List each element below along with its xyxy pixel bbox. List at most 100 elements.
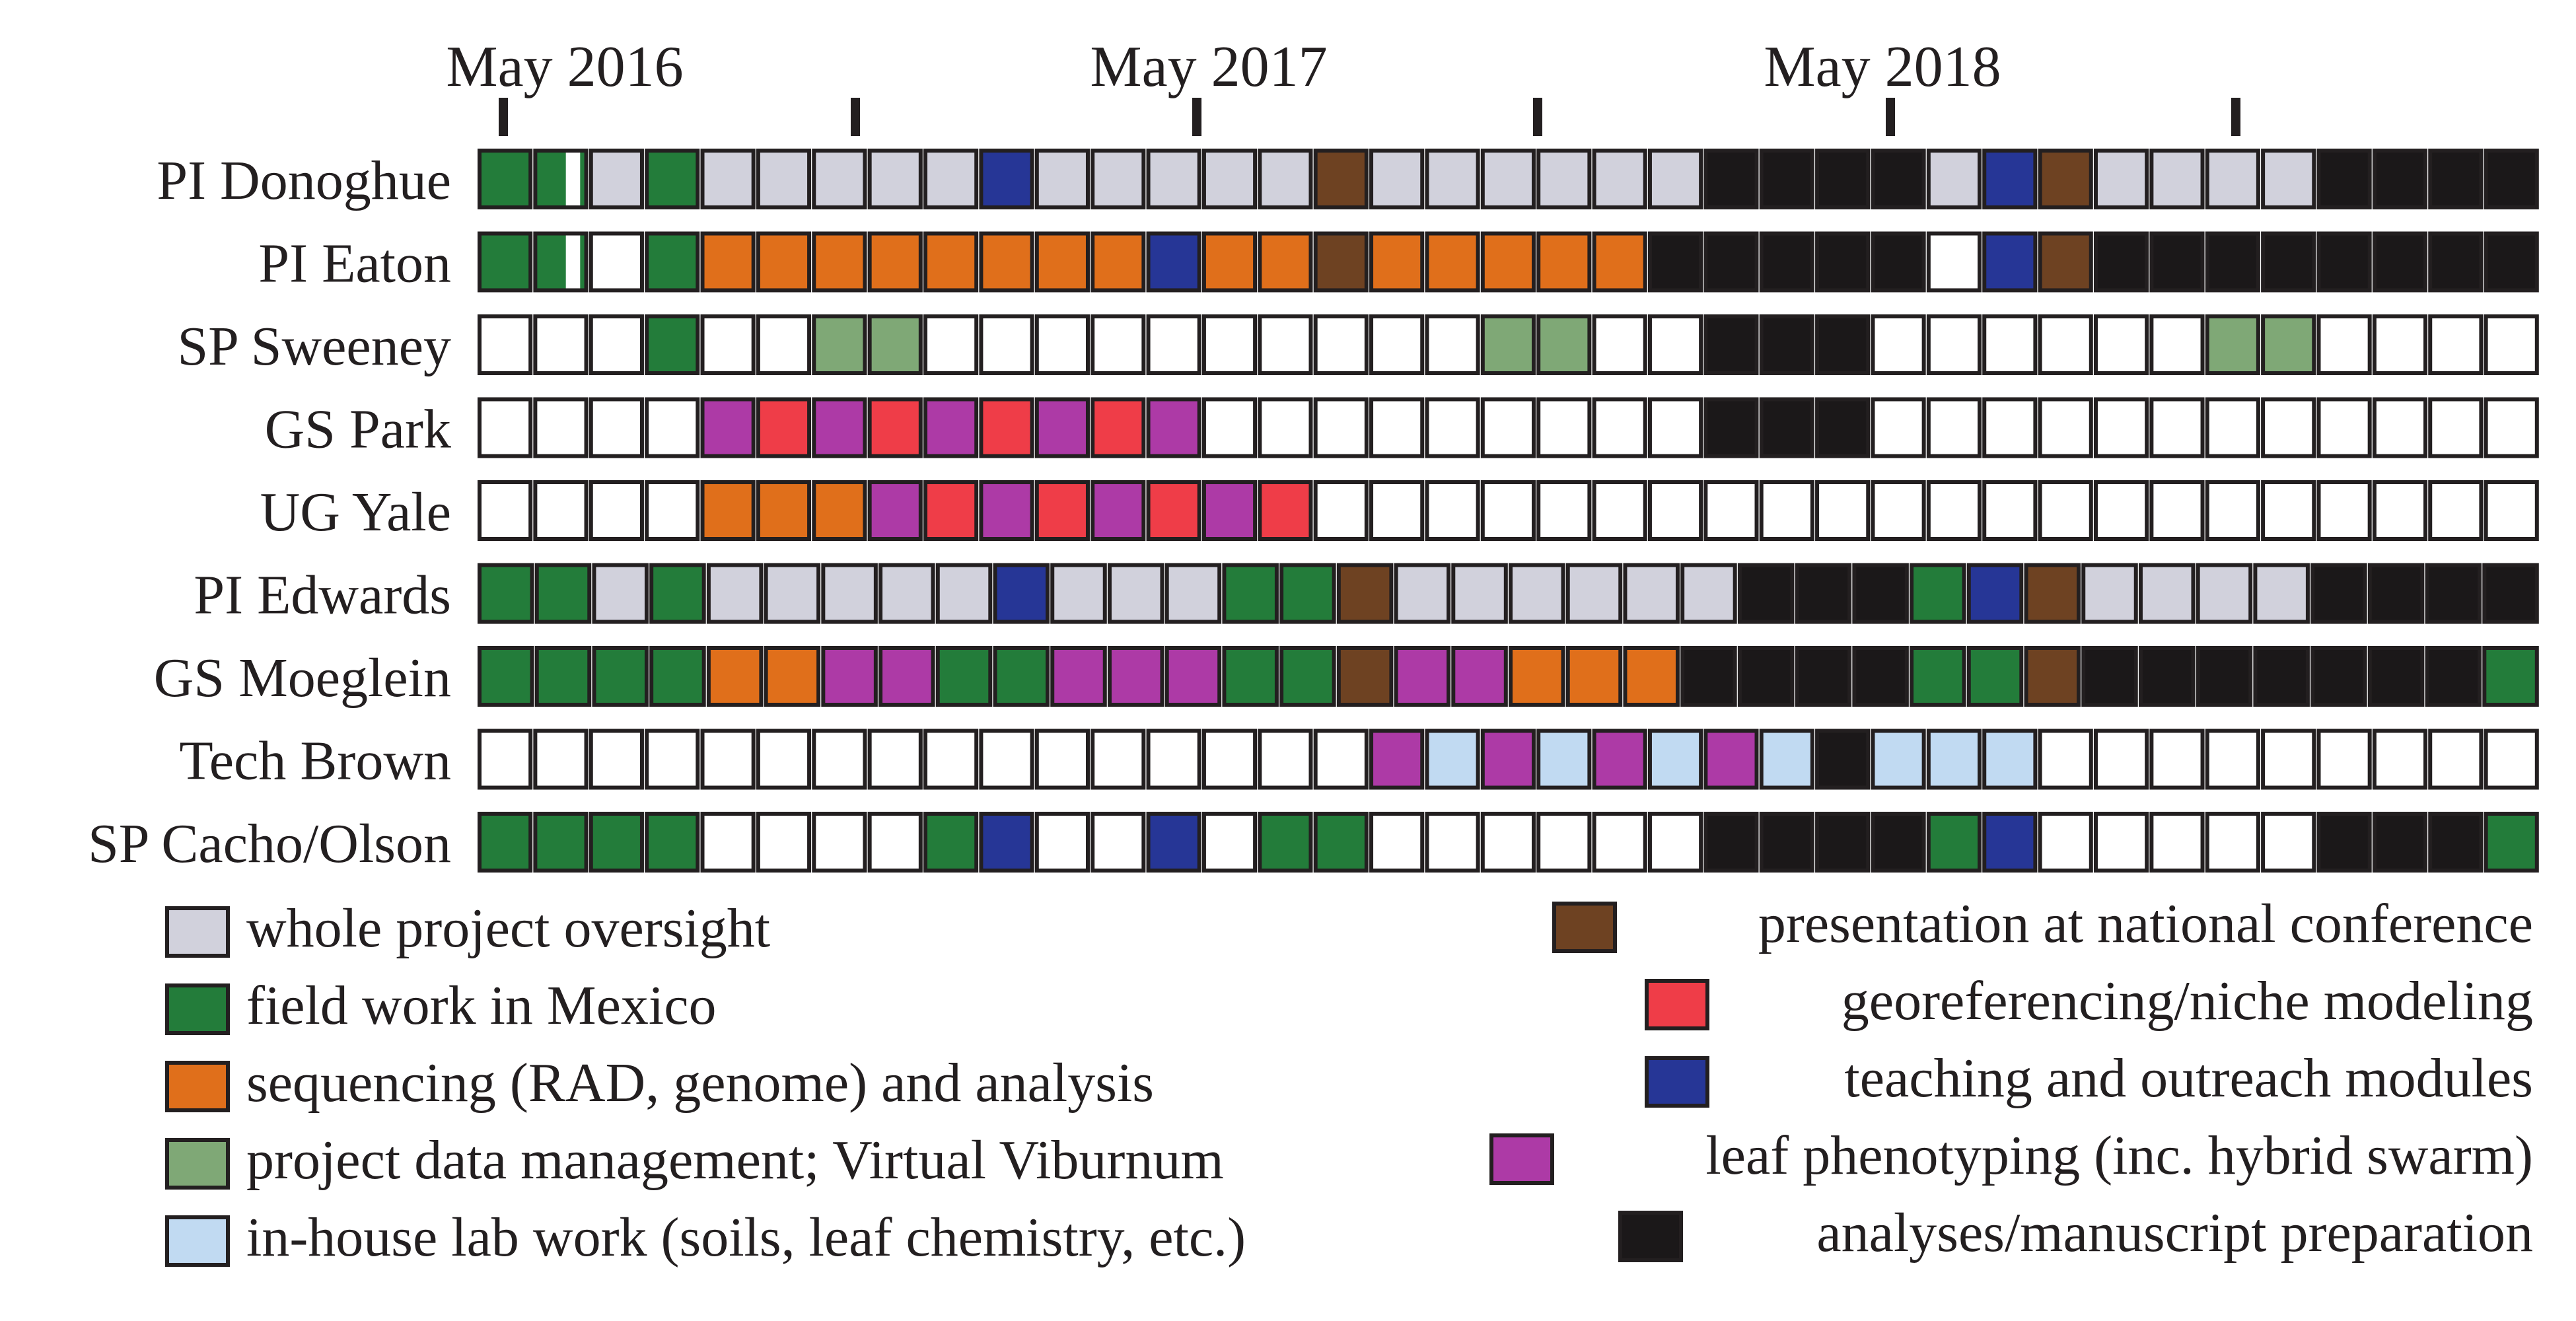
legend-swatch — [165, 983, 230, 1035]
gantt-cell — [2149, 812, 2205, 873]
gantt-cell — [645, 397, 700, 458]
gantt-cell — [1091, 812, 1146, 873]
gantt-cell — [2484, 231, 2539, 293]
gantt-cell — [1703, 231, 1759, 293]
gantt-cell — [1592, 812, 1647, 873]
gantt-cell — [478, 149, 533, 209]
gantt-cell — [1871, 231, 1926, 293]
gantt-cell — [1795, 646, 1852, 707]
gantt-cell — [1425, 231, 1480, 293]
gantt-cell — [1926, 812, 1982, 873]
gantt-cell — [2196, 646, 2253, 707]
gantt-cell — [2205, 812, 2260, 873]
gantt-cell — [1091, 397, 1146, 458]
gantt-cell — [1258, 812, 1313, 873]
gantt-cell — [2425, 646, 2482, 707]
axis-label: May 2018 — [1764, 35, 2001, 99]
gantt-cell — [1592, 729, 1647, 790]
gantt-cell — [1222, 646, 1279, 707]
gantt-cell — [923, 397, 979, 458]
gantt-cell — [867, 314, 923, 375]
gantt-cell — [756, 812, 812, 873]
gantt-cell — [1647, 480, 1703, 541]
gantt-cell — [935, 646, 993, 707]
gantt-cell — [1425, 397, 1480, 458]
gantt-cell — [1926, 149, 1982, 209]
gantt-cell — [2205, 231, 2260, 293]
gantt-cell — [1910, 646, 1966, 707]
legend-swatch — [1645, 979, 1709, 1030]
gantt-cell — [2093, 149, 2149, 209]
gantt-cell-split — [565, 153, 581, 205]
gantt-cell — [1982, 149, 2038, 209]
gantt-cell — [2316, 729, 2372, 790]
gantt-cell — [700, 314, 756, 375]
gantt-cell — [1258, 397, 1313, 458]
gantt-cell — [812, 729, 867, 790]
gantt-cell — [1480, 729, 1536, 790]
gantt-cell — [878, 646, 935, 707]
legend-label: teaching and outreach modules — [1844, 1048, 2533, 1109]
gantt-cell — [2038, 397, 2093, 458]
gantt-cell — [1034, 397, 1090, 458]
gantt-cell-split — [565, 235, 581, 289]
gantt-cell — [1871, 480, 1926, 541]
gantt-cell — [592, 646, 649, 707]
gantt-cell — [645, 231, 700, 293]
gantt-cell — [645, 729, 700, 790]
gantt-cell — [2149, 149, 2205, 209]
gantt-cell — [993, 646, 1050, 707]
gantt-cell — [979, 314, 1034, 375]
gantt-cell — [533, 729, 589, 790]
gantt-cell — [979, 397, 1034, 458]
gantt-cell — [700, 729, 756, 790]
gantt-cell — [2316, 231, 2372, 293]
gantt-cell — [478, 812, 533, 873]
gantt-cell — [1536, 729, 1592, 790]
gantt-cell — [1982, 397, 2038, 458]
gantt-cell — [2425, 563, 2482, 624]
gantt-cell — [1050, 563, 1107, 624]
gantt-cell — [1982, 314, 2038, 375]
gantt-cell — [1966, 563, 2024, 624]
gantt-cell — [1369, 314, 1425, 375]
gantt-cell — [2428, 812, 2484, 873]
legend-swatch — [165, 906, 230, 958]
gantt-cell — [2261, 812, 2316, 873]
gantt-cell — [2310, 646, 2367, 707]
gantt-cell — [923, 480, 979, 541]
gantt-cell — [1647, 149, 1703, 209]
gantt-cell — [1164, 646, 1222, 707]
gantt-cell — [812, 314, 867, 375]
gantt-cell — [1164, 563, 1222, 624]
gantt-cell — [1091, 231, 1146, 293]
gantt-cell — [1966, 646, 2024, 707]
axis-tick — [499, 98, 508, 136]
gantt-cell — [1536, 397, 1592, 458]
gantt-cell — [1926, 480, 1982, 541]
gantt-cell — [1852, 646, 1909, 707]
gantt-cell — [1050, 646, 1107, 707]
gantt-cell — [1871, 314, 1926, 375]
gantt-cell — [2093, 231, 2149, 293]
gantt-cell — [2261, 314, 2316, 375]
gantt-row: PI Donoghue — [157, 149, 2539, 211]
gantt-cell — [1795, 563, 1852, 624]
gantt-cell — [1313, 231, 1369, 293]
gantt-cell — [1680, 646, 1737, 707]
gantt-cell — [1592, 397, 1647, 458]
gantt-row: UG Yale — [260, 480, 2539, 543]
gantt-cell — [645, 480, 700, 541]
gantt-cell — [1623, 646, 1680, 707]
gantt-cell — [2310, 563, 2367, 624]
gantt-cell — [812, 149, 867, 209]
gantt-cell — [1201, 397, 1258, 458]
gantt-cell — [867, 397, 923, 458]
gantt-cell — [1480, 397, 1536, 458]
gantt-cell — [1815, 397, 1871, 458]
gantt-cell — [1647, 729, 1703, 790]
gantt-cell — [2372, 812, 2428, 873]
gantt-cell — [1313, 480, 1369, 541]
gantt-cell — [1982, 480, 2038, 541]
gantt-cell — [1759, 729, 1814, 790]
